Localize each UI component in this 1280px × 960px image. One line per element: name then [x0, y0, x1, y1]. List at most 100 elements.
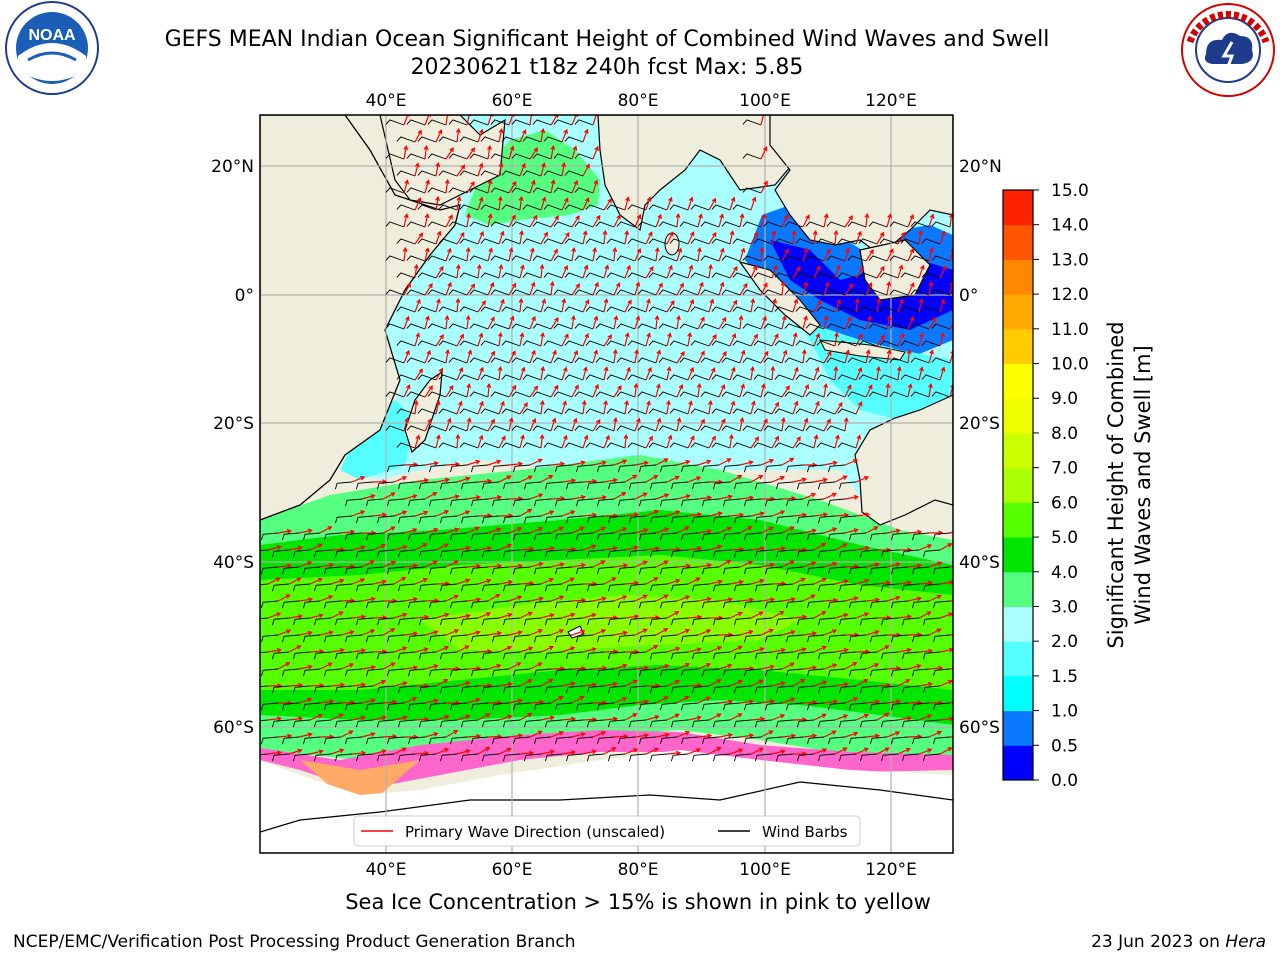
wave-direction-arrow: [792, 477, 807, 483]
wind-barb: [334, 651, 353, 660]
wave-direction-arrow: [561, 750, 577, 755]
wave-direction-arrow: [361, 732, 376, 738]
wind-barb: [490, 119, 510, 126]
wind-barb: [806, 634, 825, 643]
wave-direction-arrow: [729, 196, 736, 211]
wave-direction-arrow: [298, 664, 313, 670]
wind-barb: [523, 719, 542, 728]
wind-barb: [700, 425, 720, 432]
wave-direction-arrow: [561, 681, 576, 687]
wave-direction-arrow: [865, 663, 880, 670]
wind-barb: [532, 187, 552, 194]
wave-direction-arrow: [802, 315, 808, 330]
wind-barb: [764, 566, 783, 575]
wind-barb: [533, 566, 552, 575]
wind-barb: [921, 238, 941, 245]
wave-direction-arrow: [508, 282, 517, 296]
wave-direction-arrow: [697, 281, 704, 296]
wind-barb: [837, 306, 857, 313]
wind-barb: [774, 272, 794, 279]
wave-direction-arrow: [529, 596, 544, 602]
wave-direction-arrow: [676, 494, 691, 500]
wind-barb: [774, 238, 794, 245]
wind-barb: [880, 617, 899, 626]
wave-direction-arrow: [445, 115, 450, 126]
wind-barb: [355, 719, 374, 728]
wind-barb: [690, 204, 710, 211]
wave-direction-arrow: [939, 747, 953, 755]
wave-direction-arrow: [886, 731, 901, 738]
wind-barb: [281, 668, 300, 677]
wind-barb: [669, 442, 689, 449]
colorbar-swatch: [1003, 363, 1033, 399]
wave-direction-arrow: [634, 528, 649, 534]
wind-barb: [522, 306, 542, 313]
wave-direction-arrow: [319, 526, 333, 534]
wind-barb: [816, 306, 836, 313]
wind-barb: [439, 719, 458, 728]
wind-barb: [931, 391, 951, 398]
wind-barb: [638, 702, 657, 711]
wind-barb: [511, 221, 531, 228]
wave-direction-arrow: [928, 280, 934, 296]
wind-barb: [502, 515, 521, 524]
wave-direction-arrow: [687, 435, 695, 449]
wave-direction-arrow: [403, 494, 418, 500]
wave-direction-arrow: [876, 747, 890, 755]
wave-direction-arrow: [550, 179, 556, 194]
wave-direction-arrow: [666, 750, 682, 756]
wind-barb: [323, 566, 342, 575]
wind-barb: [764, 668, 783, 677]
wave-direction-arrow: [771, 714, 786, 721]
wind-barb: [418, 719, 437, 728]
wind-barb: [680, 600, 699, 609]
wave-direction-arrow: [529, 247, 535, 262]
wind-barb: [901, 753, 920, 762]
wave-direction-arrow: [582, 544, 597, 551]
wave-direction-arrow: [739, 349, 746, 364]
wind-barb: [575, 464, 594, 473]
wave-direction-arrow: [697, 350, 705, 364]
wind-barb: [827, 736, 846, 745]
wind-barb: [532, 289, 552, 296]
wind-barb: [469, 357, 489, 364]
wave-direction-arrow: [834, 331, 839, 347]
wave-direction-arrow: [288, 614, 304, 619]
wave-direction-arrow: [424, 179, 430, 194]
wind-barb: [733, 515, 752, 524]
wave-direction-arrow: [928, 247, 934, 262]
wave-direction-arrow: [561, 264, 569, 279]
wave-direction-arrow: [477, 578, 492, 585]
wind-barb: [817, 651, 836, 660]
wind-barb: [449, 464, 468, 473]
wind-barb: [648, 442, 668, 449]
wave-direction-arrow: [792, 265, 801, 279]
wave-direction-arrow: [771, 401, 780, 415]
wind-barb: [648, 272, 668, 279]
wave-direction-arrow: [718, 213, 724, 228]
colorbar-frame: [1002, 189, 1034, 781]
wind-barb: [281, 702, 300, 711]
wind-barb: [637, 255, 657, 262]
wind-barb: [302, 532, 321, 541]
wind-barb: [712, 515, 731, 524]
wave-direction-arrow: [876, 580, 892, 586]
wave-direction-arrow: [435, 129, 443, 143]
wave-direction-arrow: [445, 281, 452, 296]
wave-direction-arrow: [330, 578, 345, 585]
wind-barb: [649, 617, 668, 626]
wind-barb: [649, 583, 668, 592]
wind-barb: [491, 702, 510, 711]
colorbar-tick-label: 6.0: [1051, 493, 1078, 513]
wind-barb: [512, 634, 531, 643]
wave-direction-arrow: [813, 512, 829, 518]
wave-direction-arrow: [602, 229, 608, 245]
wind-barb: [732, 238, 752, 245]
wave-direction-arrow: [582, 197, 590, 211]
wind-barb: [784, 289, 804, 296]
colorbar-tick-label: 14.0: [1051, 216, 1089, 236]
wind-barb: [910, 357, 930, 364]
wave-direction-arrow: [519, 546, 535, 552]
wind-barb: [511, 323, 531, 330]
wind-barb: [565, 617, 584, 626]
